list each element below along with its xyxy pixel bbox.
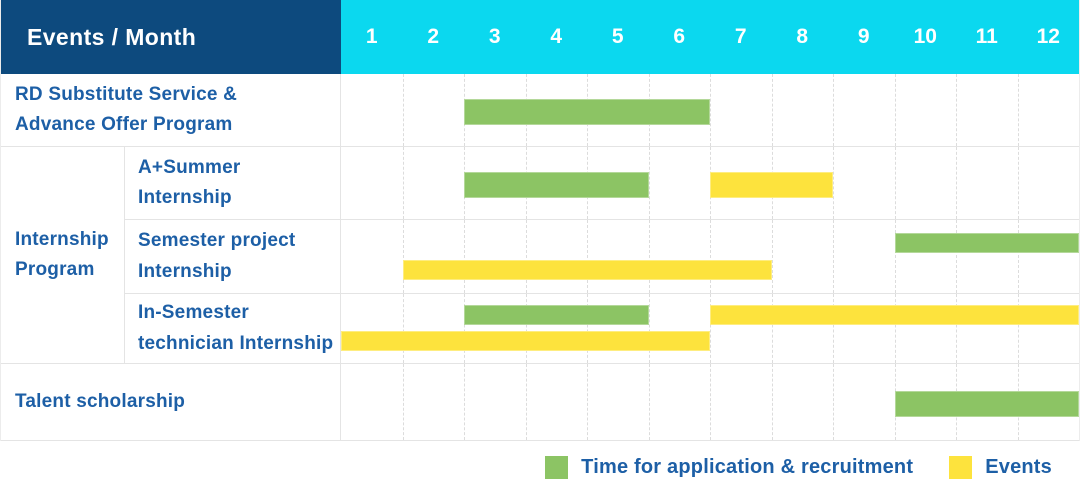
month-gridline	[956, 220, 957, 293]
month-gridline	[587, 364, 588, 440]
month-label: 6	[673, 25, 686, 48]
month-gridline	[833, 74, 834, 146]
month-gridline	[771, 74, 773, 146]
table-row: In-Semester technician Internship	[125, 294, 1079, 363]
legend-item-application: Time for application & recruitment	[545, 456, 913, 479]
month-gridline	[956, 74, 957, 146]
group-label-internship-program: Internship Program	[1, 147, 125, 363]
month-gridline	[894, 74, 896, 146]
month-gridline	[587, 220, 588, 293]
schedule-table: Events / Month 1 2 3 4 5 6 7 8 9 10 11 1…	[0, 0, 1080, 441]
month-gridline	[771, 220, 773, 293]
row-label-semester-project: Semester project Internship	[125, 220, 341, 293]
month-gridline	[710, 220, 711, 293]
month-gridline	[833, 294, 834, 363]
gantt-row-chart	[341, 147, 1079, 219]
table-row: Semester project Internship	[125, 220, 1079, 294]
month-gridline	[648, 147, 650, 219]
table-row: A+Summer Internship	[125, 147, 1079, 220]
internship-program-subrows: A+Summer Internship Semester project Int…	[125, 147, 1079, 363]
month-gridline	[464, 364, 465, 440]
month-label: 11	[975, 25, 998, 48]
month-label: 5	[611, 25, 624, 48]
month-gridline	[956, 147, 957, 219]
month-gridline	[525, 364, 527, 440]
month-gridline	[402, 147, 404, 219]
month-gridline	[833, 147, 834, 219]
row-label-talent-scholarship: Talent scholarship	[1, 364, 341, 440]
gantt-row-chart	[341, 364, 1079, 440]
month-gridline	[771, 364, 773, 440]
month-header-strip: 1 2 3 4 5 6 7 8 9 10 11 12	[341, 0, 1079, 74]
month-gridline	[648, 294, 650, 363]
gantt-bar-application	[894, 391, 1079, 418]
month-label: 8	[796, 25, 809, 48]
events-color-swatch	[949, 456, 973, 479]
month-gridline	[525, 220, 527, 293]
month-label: 1	[365, 25, 378, 48]
month-gridline	[402, 364, 404, 440]
row-label-rd-substitute: RD Substitute Service & Advance Offer Pr…	[1, 74, 341, 146]
month-label: 3	[488, 25, 501, 48]
month-gridline	[464, 294, 465, 363]
gantt-row-chart	[341, 220, 1079, 293]
legend-label-events: Events	[985, 456, 1052, 478]
gantt-bar-event	[710, 305, 1079, 326]
month-gridline	[1017, 74, 1019, 146]
gantt-row-chart	[341, 74, 1079, 146]
month-gridline	[894, 147, 896, 219]
month-label: 9	[857, 25, 870, 48]
month-label: 12	[1036, 25, 1060, 48]
month-gridline	[894, 294, 896, 363]
month-gridline	[402, 220, 404, 293]
gantt-bar-event	[710, 172, 833, 199]
month-gridline	[402, 294, 404, 363]
internship-program-group: Internship Program A+Summer Internship S…	[1, 147, 1079, 364]
month-label: 10	[913, 25, 937, 48]
gantt-bar-application	[464, 99, 710, 126]
month-gridline	[894, 220, 896, 293]
month-gridline	[525, 294, 527, 363]
events-month-header: Events / Month	[1, 0, 341, 74]
month-gridline	[710, 364, 711, 440]
month-label: 4	[550, 25, 563, 48]
month-gridline	[648, 364, 650, 440]
month-gridline	[710, 74, 711, 146]
month-gridline	[464, 220, 465, 293]
legend: Time for application & recruitment Event…	[0, 441, 1080, 479]
month-gridline	[956, 294, 957, 363]
month-gridline	[1017, 147, 1019, 219]
month-gridline	[833, 220, 834, 293]
gantt-bar-application	[894, 232, 1079, 253]
row-label-in-semester-technician: In-Semester technician Internship	[125, 294, 341, 363]
table-header-row: Events / Month 1 2 3 4 5 6 7 8 9 10 11 1…	[1, 0, 1079, 74]
gantt-bar-application	[464, 305, 649, 326]
gantt-bar-application	[464, 172, 649, 199]
month-label: 2	[427, 25, 440, 48]
application-color-swatch	[545, 456, 569, 479]
gantt-row-chart	[341, 294, 1079, 363]
gantt-bar-event	[402, 259, 772, 280]
month-gridline	[1017, 220, 1019, 293]
month-gridline	[402, 74, 404, 146]
month-label: 7	[734, 25, 747, 48]
table-row: RD Substitute Service & Advance Offer Pr…	[1, 74, 1079, 147]
month-gridline	[1017, 294, 1019, 363]
month-gridline	[833, 364, 834, 440]
legend-item-events: Events	[949, 456, 1052, 479]
month-gridline	[710, 294, 711, 363]
month-gridline	[771, 294, 773, 363]
month-gridline	[648, 220, 650, 293]
gantt-bar-event	[341, 330, 710, 351]
row-label-a-plus-summer: A+Summer Internship	[125, 147, 341, 219]
table-row: Talent scholarship	[1, 364, 1079, 441]
month-gridline	[587, 294, 588, 363]
legend-label-application: Time for application & recruitment	[581, 456, 914, 478]
